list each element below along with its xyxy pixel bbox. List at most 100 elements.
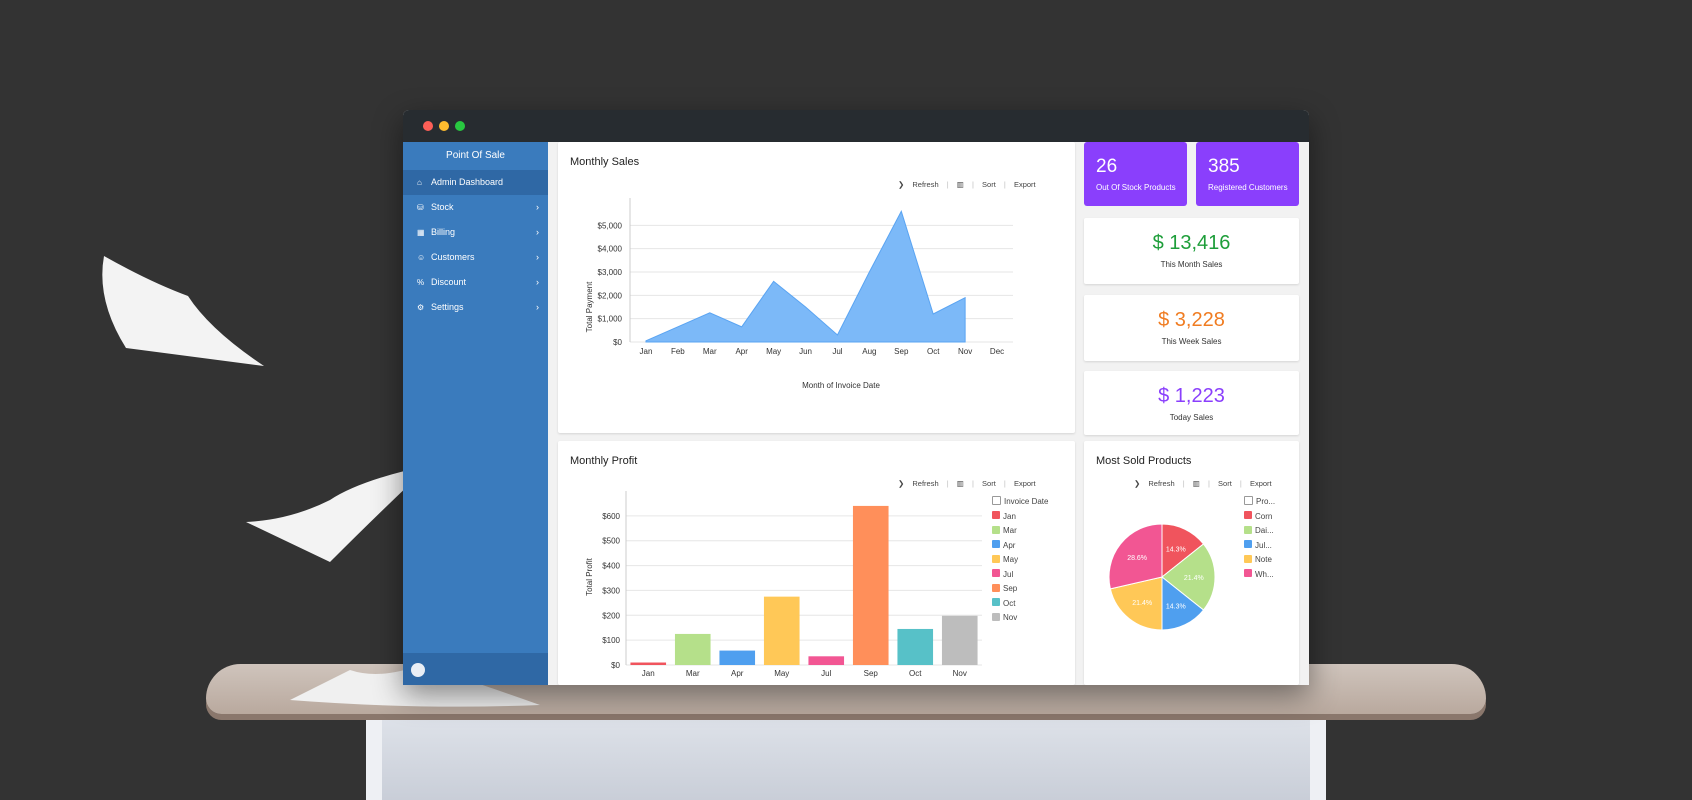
registered-customers-value: 385 bbox=[1208, 156, 1240, 177]
avatar[interactable] bbox=[411, 663, 425, 677]
monthly-profit-title: Monthly Profit bbox=[570, 455, 638, 467]
out-of-stock-tile[interactable]: 26 Out Of Stock Products bbox=[1084, 142, 1187, 206]
sidebar-item-billing[interactable]: ▦ Billing › bbox=[403, 220, 548, 245]
divider: | bbox=[1207, 479, 1210, 488]
legend-item[interactable]: Nov bbox=[992, 611, 1048, 626]
sidebar-item-discount[interactable]: % Discount › bbox=[403, 270, 548, 295]
divider: | bbox=[1003, 180, 1006, 189]
pie-slice[interactable] bbox=[1109, 576, 1163, 631]
legend-item[interactable]: Jul... bbox=[1244, 539, 1275, 554]
paper-sheet bbox=[246, 465, 430, 562]
profit-bar[interactable] bbox=[674, 633, 711, 665]
y-tick-label: $0 bbox=[611, 661, 620, 670]
pie-slice-label: 28.6% bbox=[1127, 555, 1147, 562]
monthly-sales-title: Monthly Sales bbox=[570, 156, 640, 168]
refresh-button[interactable]: Refresh bbox=[1148, 479, 1175, 488]
legend-item[interactable]: Jan bbox=[992, 510, 1048, 525]
close-window-button[interactable] bbox=[423, 121, 433, 131]
x-tick-label: Jan bbox=[640, 347, 653, 356]
pie-slice[interactable] bbox=[1161, 543, 1216, 611]
today-sales-tile: $ 1,223 Today Sales bbox=[1084, 371, 1299, 435]
profit-bar[interactable] bbox=[630, 662, 667, 665]
sidebar-item-settings[interactable]: ⚙ Settings › bbox=[403, 295, 548, 320]
legend-swatch bbox=[992, 583, 1000, 592]
sidebar-item-label: Stock bbox=[431, 202, 454, 212]
out-of-stock-value: 26 bbox=[1096, 156, 1118, 177]
title-bar bbox=[403, 110, 1309, 142]
x-tick-label: Jul bbox=[832, 347, 842, 356]
profit-bar[interactable] bbox=[719, 650, 756, 665]
monthly-sales-chart: $0 $1,000 $2,000 $3,000 $4,000 $5,000 Jan Feb M… bbox=[585, 198, 1013, 390]
legend-label: Nov bbox=[1003, 613, 1018, 622]
sidebar-item-customers[interactable]: ☺ Customers › bbox=[403, 245, 548, 270]
divider: | bbox=[971, 180, 974, 189]
registered-customers-tile[interactable]: 385 Registered Customers bbox=[1196, 142, 1299, 206]
minimize-window-button[interactable] bbox=[439, 121, 449, 131]
legend-label: Oct bbox=[1003, 598, 1016, 608]
divider: | bbox=[946, 180, 949, 189]
profit-bar[interactable] bbox=[763, 596, 800, 665]
legend-label: Mar bbox=[1003, 526, 1017, 535]
maximize-window-button[interactable] bbox=[455, 121, 465, 131]
legend-item[interactable]: Note bbox=[1244, 553, 1275, 568]
legend-item[interactable]: May bbox=[992, 553, 1048, 568]
registered-customers-label: Registered Customers bbox=[1208, 183, 1288, 192]
x-tick-label: Sep bbox=[864, 669, 879, 678]
legend-item[interactable]: Dai... bbox=[1244, 524, 1275, 539]
refresh-button[interactable]: Refresh bbox=[912, 479, 939, 488]
profit-bar[interactable] bbox=[941, 615, 978, 665]
monthly-profit-card: Monthly Profit ❯ Refresh | ▥ | Sort | Ex… bbox=[558, 441, 1075, 685]
paper-sheet bbox=[102, 256, 264, 366]
export-button[interactable]: Export bbox=[1013, 479, 1036, 488]
legend-title[interactable]: Invoice Date bbox=[992, 495, 1048, 510]
chevron-right-icon: ❯ bbox=[898, 479, 905, 488]
legend-label: Apr bbox=[1003, 540, 1016, 550]
legend-swatch bbox=[992, 598, 1000, 607]
most-sold-legend: Pro... Corn Dai... Jul... Note Wh... bbox=[1244, 495, 1275, 582]
export-button[interactable]: Export bbox=[1013, 180, 1036, 189]
legend-item[interactable]: Jul bbox=[992, 568, 1048, 583]
legend-item[interactable]: Oct bbox=[992, 597, 1048, 612]
legend-item[interactable]: Apr bbox=[992, 539, 1048, 554]
legend-item[interactable]: Sep bbox=[992, 582, 1048, 597]
week-sales-value: $ 3,228 bbox=[1158, 309, 1225, 331]
legend-title[interactable]: Pro... bbox=[1244, 495, 1275, 510]
sales-area-series bbox=[645, 210, 966, 343]
legend-label: Invoice Date bbox=[1004, 497, 1049, 506]
legend-swatch bbox=[992, 540, 1000, 549]
most-sold-toolbar: ❯ Refresh | ▥ | Sort | Export bbox=[1134, 479, 1272, 488]
profit-bar[interactable] bbox=[897, 628, 934, 665]
sidebar-item-admin-dashboard[interactable]: ⌂ Admin Dashboard bbox=[403, 170, 548, 195]
out-of-stock-label: Out Of Stock Products bbox=[1096, 183, 1176, 192]
sidebar-item-label: Settings bbox=[431, 302, 464, 312]
refresh-button[interactable]: Refresh bbox=[912, 180, 939, 189]
week-sales-tile: $ 3,228 This Week Sales bbox=[1084, 295, 1299, 361]
sidebar-item-stock[interactable]: ⛁ Stock › bbox=[403, 195, 548, 220]
legend-item[interactable]: Wh... bbox=[1244, 568, 1275, 583]
pie-slice-label: 21.4% bbox=[1132, 600, 1152, 607]
today-sales-label: Today Sales bbox=[1169, 413, 1214, 422]
sort-button[interactable]: Sort bbox=[982, 180, 996, 189]
month-sales-value: $ 13,416 bbox=[1152, 232, 1231, 254]
profit-bar[interactable] bbox=[852, 505, 889, 665]
chart-type-icon[interactable]: ▥ bbox=[1192, 479, 1200, 488]
desk-leg bbox=[366, 712, 382, 800]
chart-type-icon[interactable]: ▥ bbox=[956, 180, 964, 189]
chevron-right-icon: ❯ bbox=[1134, 479, 1141, 488]
legend-item[interactable]: Corn bbox=[1244, 510, 1275, 525]
legend-item[interactable]: Mar bbox=[992, 524, 1048, 539]
chart-type-icon[interactable]: ▥ bbox=[956, 479, 964, 488]
y-tick-label: $100 bbox=[602, 636, 620, 645]
desk-base bbox=[366, 712, 1326, 800]
profit-bar[interactable] bbox=[808, 656, 845, 665]
pie-slice[interactable] bbox=[1108, 523, 1163, 590]
legend-swatch bbox=[1244, 569, 1252, 578]
monthly-profit-legend: Invoice Date Jan Mar Apr May Jul Sep Oct Nov bbox=[992, 495, 1048, 626]
legend-label: Pro... bbox=[1256, 497, 1276, 506]
sort-button[interactable]: Sort bbox=[982, 479, 996, 488]
calculator-icon: ▦ bbox=[417, 228, 425, 237]
export-button[interactable]: Export bbox=[1249, 479, 1272, 488]
x-axis-label: Month of Invoice Date bbox=[802, 381, 880, 390]
sort-button[interactable]: Sort bbox=[1218, 479, 1232, 488]
sidebar-item-label: Billing bbox=[431, 227, 456, 237]
